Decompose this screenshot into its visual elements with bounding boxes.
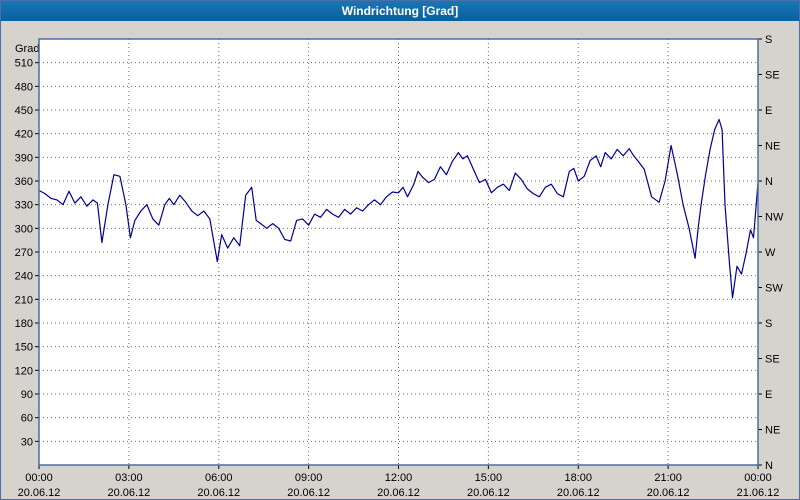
x-tick-time-label: 09:00 [295,472,323,484]
y-tick-label: 30 [21,436,33,448]
y-tick-label: 420 [15,129,33,141]
y-tick-label: 90 [21,389,33,401]
right-axis-label: NW [765,212,784,224]
y-tick-label: 180 [15,318,33,330]
x-tick-date-label: 21.06.12 [737,487,780,499]
x-tick-time-label: 03:00 [115,472,143,484]
right-axis-label: SE [765,354,780,366]
right-axis-label: SE [765,70,780,82]
x-tick-time-label: 18:00 [564,472,592,484]
right-axis-label: S [765,318,772,330]
y-tick-label: 300 [15,223,33,235]
right-axis-label: N [765,176,773,188]
y-tick-label: 510 [15,58,33,70]
right-axis-label: N [765,460,773,472]
right-axis-label: NE [765,141,780,153]
x-tick-date-label: 20.06.12 [197,487,240,499]
y-tick-label: 210 [15,294,33,306]
x-tick-time-label: 00:00 [744,472,772,484]
x-tick-date-label: 20.06.12 [467,487,510,499]
x-tick-date-label: 20.06.12 [557,487,600,499]
right-axis-label: W [765,247,776,259]
right-axis-label: E [765,105,772,117]
y-tick-label: 120 [15,365,33,377]
right-axis-label: NE [765,425,780,437]
y-tick-label: 330 [15,200,33,212]
right-axis-label: S [765,34,772,46]
y-tick-label: 60 [21,413,33,425]
x-tick-date-label: 20.06.12 [18,487,61,499]
wind-direction-line [38,118,759,299]
y-tick-label: 240 [15,271,33,283]
x-tick-time-label: 00:00 [25,472,53,484]
right-axis-label: SW [765,283,783,295]
x-tick-time-label: 21:00 [654,472,682,484]
x-tick-time-label: 15:00 [475,472,503,484]
chart-title-bar: Windrichtung [Grad] [1,1,799,21]
y-tick-label: 390 [15,152,33,164]
y-tick-label: 480 [15,81,33,93]
x-tick-date-label: 20.06.12 [377,487,420,499]
wind-direction-chart: 30 60 90 120 150 180 210 240 270 300 330 360 390 420 4… [15,34,784,499]
y-tick-label: 450 [15,105,33,117]
y-tick-label: 270 [15,247,33,259]
x-tick-date-label: 20.06.12 [287,487,330,499]
x-tick-date-label: 20.06.12 [107,487,150,499]
x-tick-date-label: 20.06.12 [647,487,690,499]
y-tick-label: 150 [15,342,33,354]
chart-title: Windrichtung [Grad] [341,4,459,18]
right-axis-label: E [765,389,772,401]
y-tick-label: 360 [15,176,33,188]
x-tick-time-label: 12:00 [385,472,413,484]
plot-border [38,38,759,466]
x-tick-time-label: 06:00 [205,472,233,484]
y-axis-unit-label: Grad [15,43,39,55]
